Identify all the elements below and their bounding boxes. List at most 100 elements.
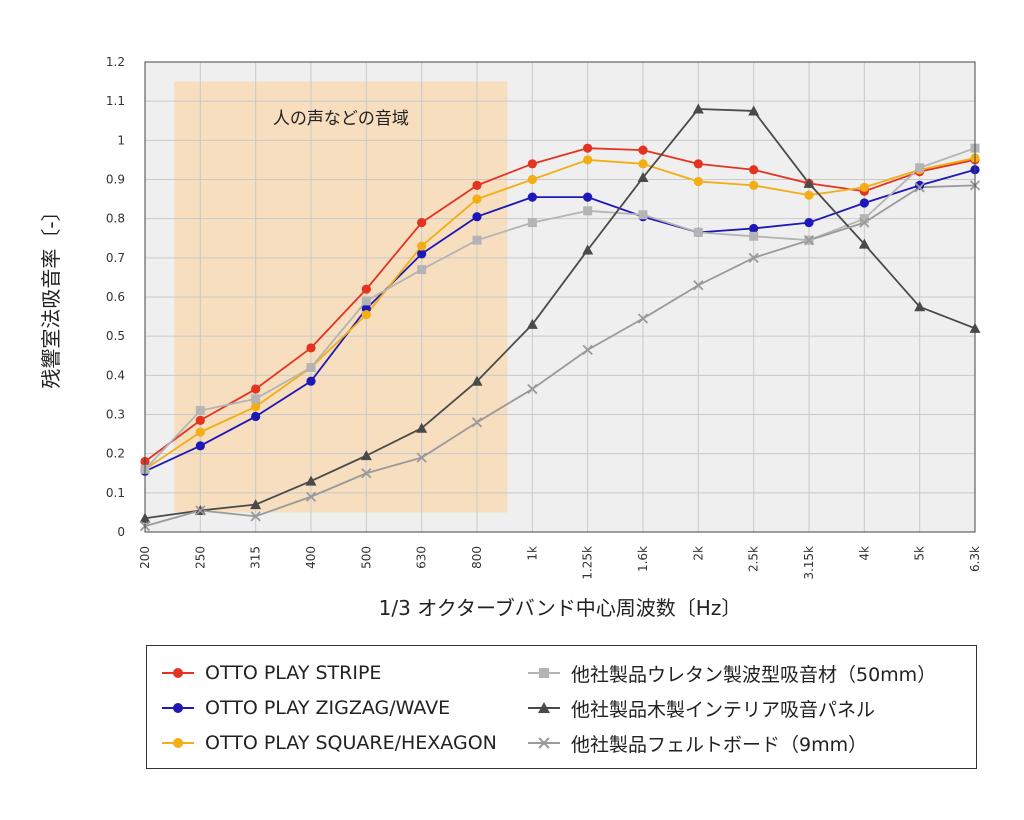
x-tick-label: 6.3k	[968, 546, 982, 572]
series-line	[144, 157, 976, 471]
data-point	[417, 217, 427, 228]
data-point	[638, 145, 648, 155]
x-tick-label: 4k	[857, 546, 871, 561]
data-point	[526, 318, 538, 329]
x-tick-label: 800	[470, 546, 484, 569]
data-point	[250, 499, 262, 510]
legend-swatch	[162, 738, 194, 748]
series-line	[144, 147, 976, 463]
data-point	[251, 384, 261, 394]
data-point	[803, 177, 815, 188]
data-point	[582, 344, 593, 356]
data-point	[527, 218, 537, 228]
y-tick-label: 0.4	[106, 368, 125, 382]
data-point	[471, 375, 483, 386]
legend-label: OTTO PLAY ZIGZAG/WAVE	[205, 697, 451, 719]
data-point	[195, 406, 205, 416]
data-point	[692, 103, 704, 114]
data-point	[251, 411, 261, 422]
legend-swatch	[528, 702, 560, 713]
data-point	[915, 163, 925, 173]
data-point	[748, 252, 759, 263]
y-tick-label: 0	[117, 525, 125, 539]
data-point	[527, 383, 538, 395]
legend-swatch	[528, 737, 560, 749]
y-tick-label: 0.1	[106, 486, 125, 500]
data-point	[305, 491, 317, 502]
y-tick-label: 0.3	[106, 408, 125, 422]
legend-item: 他社製品フェルトボード（9mm）	[527, 728, 867, 758]
line-chart: 0 0.1 0.2 0.3 0.4 0.5 0.6 0.7 0.8 0.9 1 1.1 1.2 200 25…	[39, 55, 982, 620]
data-point	[250, 511, 261, 522]
y-tick-label: 1.2	[106, 55, 125, 69]
data-point	[417, 241, 427, 251]
data-point	[693, 280, 704, 291]
data-point	[417, 265, 427, 275]
y-tick-label: 0.9	[106, 173, 125, 187]
data-point	[195, 415, 205, 425]
x-tick-label: 2k	[691, 546, 705, 561]
data-point	[195, 505, 206, 516]
y-tick-label: 0.2	[106, 447, 125, 461]
series-line	[144, 108, 976, 520]
data-point	[360, 450, 372, 461]
data-point	[527, 192, 537, 202]
data-point	[749, 223, 759, 234]
x-tick-label: 315	[249, 546, 263, 569]
data-point	[804, 217, 814, 228]
series-line	[144, 147, 976, 470]
legend-item: 他社製品木製インテリア吸音パネル	[527, 693, 875, 723]
legend-swatch	[162, 668, 194, 678]
x-tick-label: 400	[304, 546, 318, 569]
data-point	[306, 376, 316, 386]
data-point	[803, 235, 815, 246]
data-point	[416, 422, 428, 433]
legend-swatch	[528, 668, 560, 678]
data-point	[693, 176, 703, 187]
x-tick-label: 2.5k	[747, 546, 761, 572]
legend-label: OTTO PLAY SQUARE/HEXAGON	[205, 732, 497, 754]
data-point	[638, 210, 648, 220]
y-tick-label: 0.6	[106, 290, 125, 304]
data-point	[195, 441, 205, 451]
voice-range-annotation: 人の声などの音域	[273, 109, 409, 129]
x-tick-label: 3.15k	[802, 546, 816, 580]
data-point	[748, 105, 760, 116]
data-point	[472, 235, 482, 245]
data-point	[637, 172, 649, 183]
data-point	[306, 363, 316, 372]
data-point	[582, 244, 594, 255]
data-point	[693, 227, 703, 237]
x-tick-label: 500	[359, 546, 373, 569]
data-point	[859, 217, 870, 228]
x-tick-label: 630	[415, 546, 429, 569]
data-point	[859, 182, 869, 192]
data-point	[416, 452, 427, 463]
data-point	[527, 174, 537, 185]
y-axis-title: 残響室法吸音率〔-〕	[39, 201, 63, 388]
data-point	[417, 249, 427, 259]
legend-item: OTTO PLAY ZIGZAG/WAVE	[161, 693, 450, 723]
data-point	[858, 238, 870, 249]
x-tick-label: 1.25k	[581, 546, 595, 580]
data-point	[859, 198, 869, 208]
legend-item: 他社製品ウレタン製波型吸音材（50mm）	[527, 658, 936, 688]
series-line	[144, 184, 976, 527]
y-tick-label: 1.1	[106, 94, 125, 108]
data-point	[749, 231, 759, 241]
data-point	[749, 165, 759, 175]
data-point	[195, 427, 205, 437]
plot-frame	[144, 61, 976, 533]
y-tick-label: 0.5	[106, 329, 125, 343]
y-tick-label: 0.7	[106, 251, 125, 265]
data-point	[361, 284, 371, 294]
x-tick-label: 1k	[525, 546, 539, 561]
data-point	[361, 310, 371, 320]
legend-item: OTTO PLAY STRIPE	[161, 658, 381, 688]
y-tick-label: 1	[117, 133, 125, 147]
data-point	[472, 194, 482, 204]
legend-swatch	[162, 703, 194, 713]
y-tick-label: 0.8	[106, 212, 125, 226]
legend: OTTO PLAY STRIPE OTTO PLAY ZIGZAG/WAVE OTT…	[146, 645, 977, 769]
